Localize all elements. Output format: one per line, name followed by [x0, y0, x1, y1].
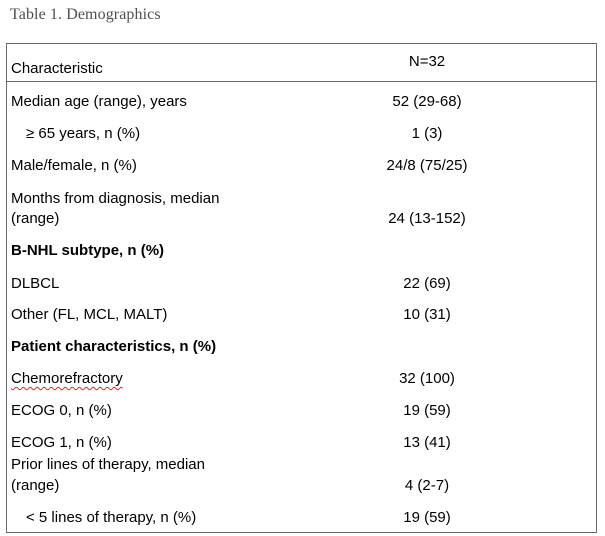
row-sex-label: Male/female, n (%)	[11, 157, 137, 174]
section-patient-characteristics: Patient characteristics, n (%)	[11, 338, 217, 355]
row-median-age-value: 52 (29-68)	[392, 93, 462, 110]
row-chemorefractory-value: 32 (100)	[399, 370, 455, 387]
row-months-label-line2: (range)	[11, 210, 60, 227]
row-dlbcl-label: DLBCL	[11, 275, 60, 292]
table-caption: Table 1. Demographics	[10, 6, 161, 23]
header-n: N=32	[408, 53, 446, 70]
row-prior-lines-label-line1: Prior lines of therapy, median	[11, 456, 205, 473]
header-divider	[7, 81, 596, 82]
row-sex-value: 24/8 (75/25)	[386, 157, 468, 174]
row-ecog1-value: 13 (41)	[403, 434, 451, 451]
row-median-age-label: Median age (range), years	[11, 93, 187, 110]
row-dlbcl-value: 22 (69)	[403, 275, 451, 292]
section-bnhl-subtype: B-NHL subtype, n (%)	[11, 242, 165, 259]
row-prior-lines-label-line2: (range)	[11, 477, 60, 494]
row-other-value: 10 (31)	[403, 306, 451, 323]
row-chemorefractory-label: Chemorefractory	[11, 370, 123, 387]
row-age-65-label: ≥ 65 years, n (%)	[26, 125, 141, 142]
row-other-label: Other (FL, MCL, MALT)	[11, 306, 168, 323]
row-under5-lines-label: < 5 lines of therapy, n (%)	[26, 509, 197, 526]
row-ecog0-label: ECOG 0, n (%)	[11, 402, 112, 419]
row-prior-lines-value: 4 (2-7)	[404, 477, 450, 494]
header-characteristic: Characteristic	[11, 60, 103, 77]
row-months-label-line1: Months from diagnosis, median	[11, 190, 220, 207]
row-age-65-value: 1 (3)	[411, 125, 443, 142]
demographics-table: Characteristic N=32 Median age (range), …	[6, 43, 597, 533]
row-ecog0-value: 19 (59)	[403, 402, 451, 419]
row-ecog1-label: ECOG 1, n (%)	[11, 434, 112, 451]
row-months-value: 24 (13-152)	[388, 210, 466, 227]
row-under5-lines-value: 19 (59)	[403, 509, 451, 526]
